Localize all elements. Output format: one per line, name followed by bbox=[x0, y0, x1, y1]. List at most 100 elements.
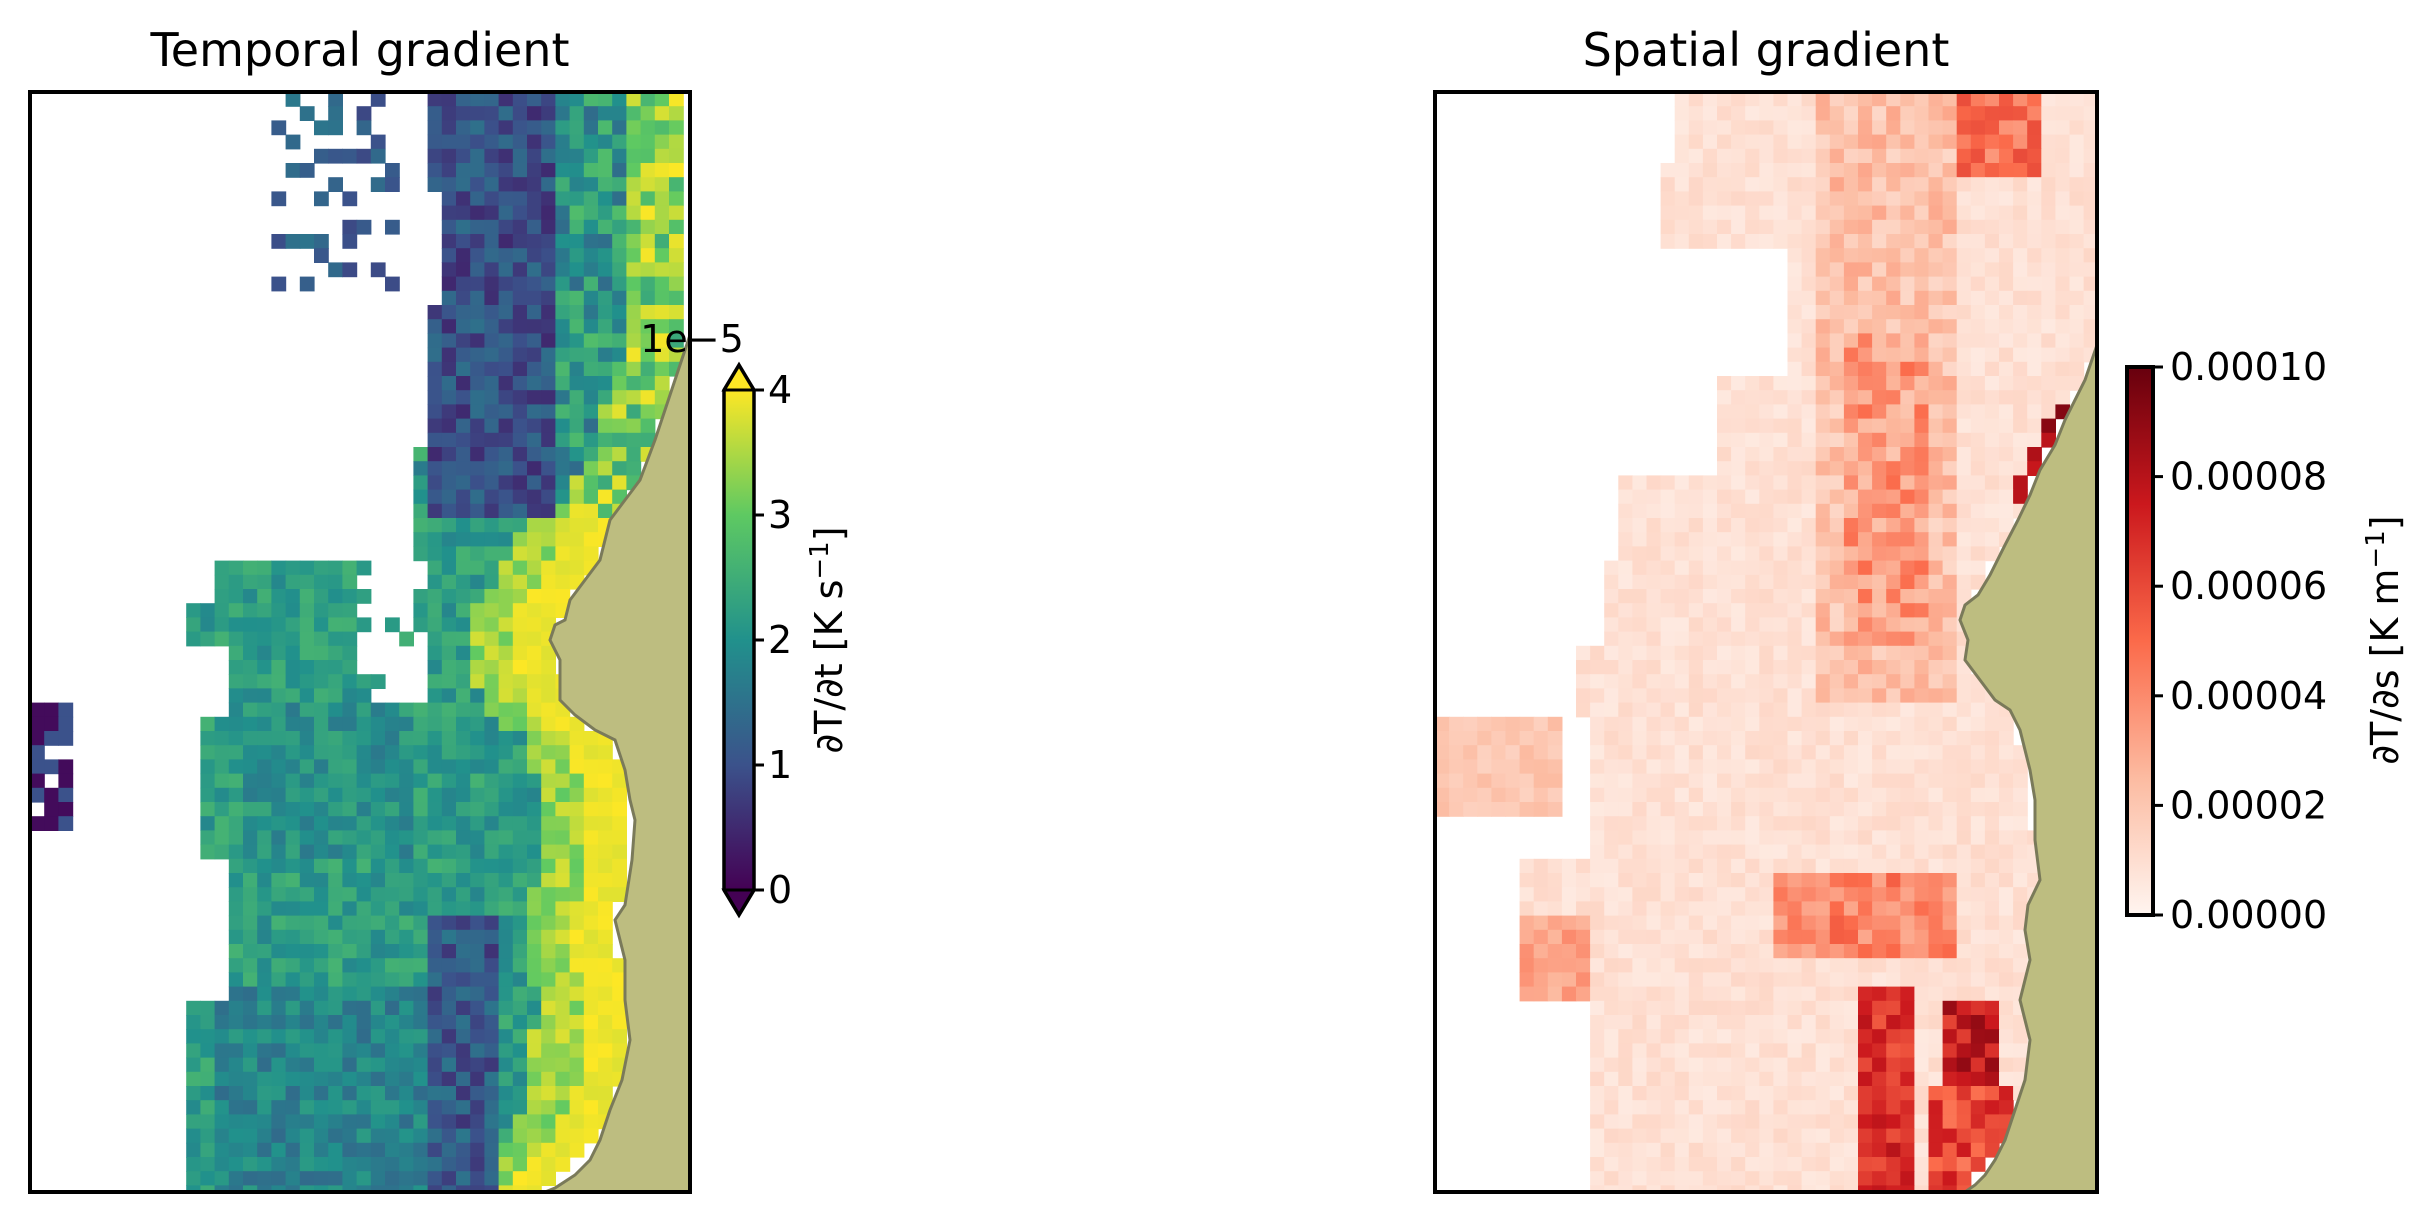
heatmap-cell bbox=[257, 1128, 272, 1144]
heatmap-cell bbox=[2083, 92, 2097, 107]
heatmap-cell bbox=[1745, 674, 1760, 689]
heatmap-cell bbox=[1632, 660, 1648, 675]
heatmap-cell bbox=[1900, 418, 1915, 434]
heatmap-cell bbox=[427, 1000, 443, 1016]
heatmap-cell bbox=[640, 248, 656, 263]
heatmap-cell bbox=[669, 219, 684, 235]
heatmap-cell bbox=[299, 674, 315, 689]
heatmap-cell bbox=[1829, 248, 1845, 263]
heatmap-cell bbox=[456, 219, 471, 235]
heatmap-cell bbox=[583, 447, 599, 462]
heatmap-cell bbox=[1745, 915, 1760, 931]
heatmap-cell bbox=[1999, 219, 2014, 235]
heatmap-cell bbox=[498, 361, 514, 377]
heatmap-cell bbox=[1674, 205, 1690, 221]
heatmap-cell bbox=[427, 972, 443, 988]
heatmap-cell bbox=[1717, 944, 1732, 959]
heatmap-cell bbox=[2013, 787, 2028, 803]
heatmap-cell bbox=[598, 461, 613, 476]
heatmap-cell bbox=[1872, 404, 1887, 420]
heatmap-cell bbox=[1731, 858, 1746, 874]
heatmap-cell bbox=[1773, 702, 1789, 718]
heatmap-cell bbox=[427, 873, 443, 888]
heatmap-cell bbox=[612, 873, 627, 888]
heatmap-cell bbox=[1970, 219, 1986, 235]
heatmap-cell bbox=[1970, 986, 1986, 1002]
heatmap-cell bbox=[370, 802, 386, 817]
heatmap-cell bbox=[1590, 787, 1605, 803]
heatmap-cell bbox=[385, 1000, 400, 1016]
heatmap-cell bbox=[1886, 290, 1901, 306]
heatmap-cell bbox=[1984, 802, 2000, 817]
heatmap-cell bbox=[1886, 617, 1901, 633]
heatmap-cell bbox=[512, 731, 528, 746]
heatmap-cell bbox=[1843, 816, 1859, 831]
heatmap-cell bbox=[583, 844, 599, 860]
heatmap-cell bbox=[342, 844, 358, 860]
heatmap-cell bbox=[612, 219, 627, 235]
heatmap-cell bbox=[1604, 944, 1619, 959]
heatmap-cell bbox=[1872, 944, 1887, 959]
heatmap-cell bbox=[512, 873, 528, 888]
heatmap-cell bbox=[1618, 574, 1633, 590]
heatmap-cell bbox=[1561, 944, 1577, 959]
heatmap-cell bbox=[569, 163, 585, 178]
heatmap-cell bbox=[285, 1128, 301, 1144]
heatmap-cell bbox=[1999, 432, 2014, 448]
heatmap-cell bbox=[1858, 844, 1873, 860]
heatmap-cell bbox=[527, 944, 542, 959]
heatmap-cell bbox=[441, 1086, 457, 1101]
heatmap-cell bbox=[1618, 631, 1633, 647]
heatmap-cell bbox=[1618, 1043, 1633, 1059]
heatmap-cell bbox=[1886, 404, 1901, 420]
heatmap-cell bbox=[1956, 1071, 1972, 1087]
heatmap-cell bbox=[1547, 731, 1563, 746]
heatmap-cell bbox=[1900, 1057, 1915, 1073]
heatmap-cell bbox=[257, 929, 272, 945]
heatmap-cell bbox=[1829, 645, 1845, 661]
heatmap-cell bbox=[385, 816, 400, 831]
heatmap-cell bbox=[1717, 830, 1732, 846]
heatmap-cell bbox=[1858, 1114, 1873, 1130]
heatmap-cell bbox=[427, 376, 443, 391]
heatmap-cell bbox=[314, 560, 329, 576]
heatmap-cell bbox=[1928, 645, 1944, 661]
heatmap-cell bbox=[399, 986, 414, 1002]
heatmap-cell bbox=[2055, 390, 2071, 405]
heatmap-cell bbox=[1829, 489, 1845, 505]
heatmap-cell bbox=[1815, 333, 1831, 349]
heatmap-cell bbox=[1956, 986, 1972, 1002]
heatmap-cell bbox=[328, 1000, 343, 1016]
heatmap-cell bbox=[1801, 248, 1817, 263]
heatmap-cell bbox=[1745, 404, 1760, 420]
heatmap-cell bbox=[1717, 404, 1732, 420]
heatmap-cell bbox=[1688, 915, 1704, 931]
heatmap-cell bbox=[1900, 1015, 1915, 1030]
heatmap-cell bbox=[612, 205, 627, 221]
heatmap-cell bbox=[1688, 1043, 1704, 1059]
heatmap-cell bbox=[342, 1142, 358, 1158]
heatmap-cell bbox=[257, 1171, 272, 1186]
heatmap-cell bbox=[2013, 361, 2028, 377]
heatmap-cell bbox=[555, 731, 571, 746]
heatmap-cell bbox=[2083, 134, 2097, 150]
heatmap-cell bbox=[1519, 958, 1535, 973]
heatmap-cell bbox=[1886, 361, 1901, 377]
heatmap-cell bbox=[512, 702, 528, 718]
heatmap-cell bbox=[1942, 1157, 1958, 1172]
heatmap-cell bbox=[1900, 148, 1915, 164]
heatmap-cell bbox=[1829, 546, 1845, 562]
heatmap-cell bbox=[527, 347, 542, 363]
heatmap-cell bbox=[1702, 1029, 1718, 1044]
heatmap-cell bbox=[441, 915, 457, 931]
heatmap-cell bbox=[470, 361, 485, 377]
heatmap-cell bbox=[1872, 248, 1887, 263]
heatmap-cell bbox=[1829, 503, 1845, 519]
heatmap-cell bbox=[1702, 219, 1718, 235]
heatmap-cell bbox=[1829, 617, 1845, 633]
heatmap-cell bbox=[1886, 716, 1901, 732]
heatmap-cell bbox=[626, 92, 642, 107]
heatmap-cell bbox=[1970, 1128, 1986, 1144]
heatmap-cell bbox=[1787, 1114, 1803, 1130]
